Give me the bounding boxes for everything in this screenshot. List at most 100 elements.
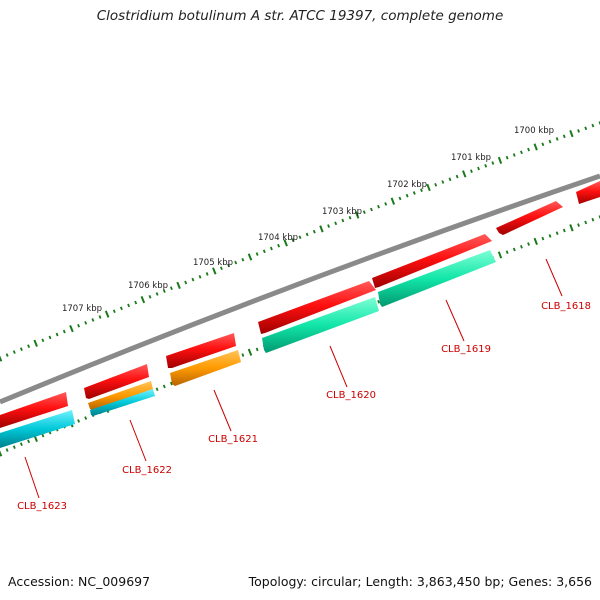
minor-tick xyxy=(169,381,173,386)
minor-tick xyxy=(27,344,31,349)
minor-tick xyxy=(155,387,159,392)
minor-tick xyxy=(262,249,266,254)
major-tick xyxy=(0,355,3,362)
gene-labels: CLB_1618 CLB_1619 CLB_1620 CLB_1621 CLB_1622… xyxy=(17,258,591,512)
major-tick xyxy=(497,156,503,164)
minor-tick xyxy=(12,445,16,449)
minor-tick xyxy=(362,210,366,215)
genome-summary-text: Topology: circular; Length: 3,863,450 bp… xyxy=(248,574,592,589)
major-tick xyxy=(462,170,467,178)
minor-tick xyxy=(412,191,416,195)
cds-arrow xyxy=(576,181,600,204)
cds-arrow xyxy=(0,392,68,428)
minor-tick xyxy=(591,217,595,222)
minor-tick xyxy=(398,196,402,201)
minor-tick xyxy=(12,350,16,354)
gene-label: CLB_1620 xyxy=(326,390,376,401)
minor-tick xyxy=(477,166,480,171)
major-tick xyxy=(176,281,181,289)
major-tick xyxy=(533,237,538,245)
major-tick xyxy=(140,296,146,304)
gene-label: CLB_1621 xyxy=(208,434,258,445)
minor-tick xyxy=(327,224,331,228)
minor-tick xyxy=(577,223,580,227)
major-tick xyxy=(247,253,253,261)
gene-label: CLB_1619 xyxy=(441,344,491,355)
minor-tick xyxy=(19,347,23,351)
minor-tick xyxy=(562,228,566,233)
gene-arrow xyxy=(0,410,75,448)
major-tick xyxy=(569,224,574,232)
minor-tick xyxy=(548,139,552,144)
major-tick xyxy=(390,197,396,205)
minor-tick xyxy=(541,142,545,147)
gene-arrow xyxy=(378,250,496,307)
minor-tick xyxy=(269,246,273,251)
minor-tick xyxy=(19,442,23,447)
scale-label: 1705 kbp xyxy=(193,258,233,268)
minor-tick xyxy=(370,207,373,212)
minor-tick xyxy=(84,321,88,325)
minor-tick xyxy=(169,286,173,291)
minor-tick xyxy=(162,384,166,389)
minor-tick xyxy=(184,280,188,285)
minor-tick xyxy=(84,416,88,420)
minor-tick xyxy=(377,204,380,209)
minor-tick xyxy=(341,218,345,223)
accession-text: Accession: NC_009697 xyxy=(8,574,151,589)
minor-tick xyxy=(334,221,338,226)
minor-tick xyxy=(5,353,9,357)
map-title: Clostridium botulinum A str. ATCC 19397,… xyxy=(96,8,504,24)
minor-tick xyxy=(312,229,316,234)
minor-tick xyxy=(134,300,138,305)
gene-label: CLB_1622 xyxy=(122,465,172,476)
leader-line xyxy=(329,345,348,388)
minor-tick xyxy=(434,182,438,187)
minor-tick xyxy=(41,433,45,438)
gene-arrow xyxy=(88,381,153,410)
minor-tick xyxy=(448,177,452,182)
minor-tick xyxy=(555,137,559,141)
minor-tick xyxy=(48,335,52,340)
minor-tick xyxy=(291,238,295,242)
major-tick xyxy=(104,310,110,318)
scale-labels: 1700 kbp 1701 kbp 1702 kbp 1703 kbp 1704 kbp… xyxy=(62,126,554,314)
gene-label: CLB_1618 xyxy=(541,301,591,312)
minor-tick xyxy=(191,277,195,282)
major-tick xyxy=(569,129,574,138)
minor-tick xyxy=(298,235,302,240)
cds-arrow xyxy=(372,234,492,288)
minor-tick xyxy=(548,234,552,238)
minor-tick xyxy=(241,353,245,357)
outer-scale-ticks xyxy=(0,121,600,362)
major-tick xyxy=(283,239,288,247)
minor-tick xyxy=(520,244,523,249)
minor-tick xyxy=(520,150,523,155)
minor-tick xyxy=(470,169,473,174)
gene-arrow xyxy=(170,350,241,386)
minor-tick xyxy=(527,147,530,152)
minor-tick xyxy=(98,315,102,319)
scale-label: 1701 kbp xyxy=(451,153,491,163)
minor-tick xyxy=(555,231,559,236)
minor-tick xyxy=(584,220,588,225)
leader-line xyxy=(545,258,563,297)
minor-tick xyxy=(234,260,238,265)
minor-tick xyxy=(55,332,59,337)
minor-tick xyxy=(227,263,231,268)
minor-tick xyxy=(277,243,281,248)
minor-tick xyxy=(305,232,309,237)
major-tick xyxy=(33,339,38,347)
minor-tick xyxy=(27,439,31,444)
major-tick xyxy=(497,251,503,259)
leader-line xyxy=(445,299,465,342)
major-tick xyxy=(212,267,217,275)
minor-tick xyxy=(77,323,81,328)
minor-tick xyxy=(384,202,388,206)
minor-tick xyxy=(541,236,545,241)
cds-arrow xyxy=(84,364,149,399)
major-tick xyxy=(426,183,431,192)
minor-tick xyxy=(405,193,409,198)
minor-tick xyxy=(255,347,259,352)
minor-tick xyxy=(591,123,595,128)
